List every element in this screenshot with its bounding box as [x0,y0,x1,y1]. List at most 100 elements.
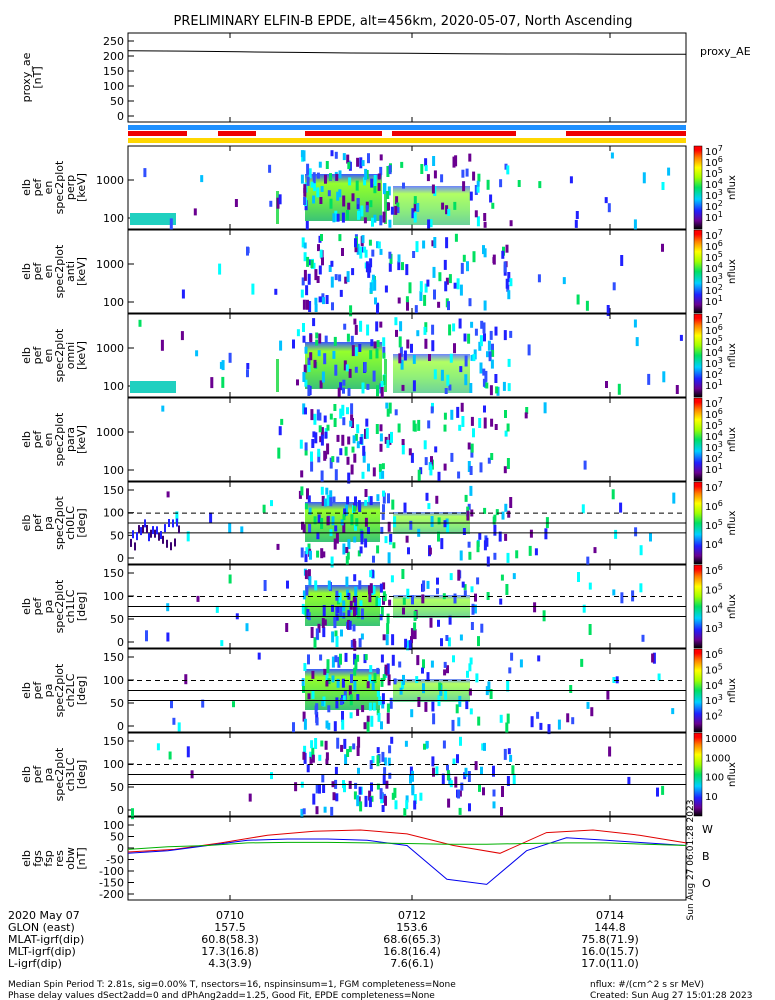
heatmap-cell [364,654,368,661]
heatmap-cell [435,766,439,776]
heatmap-cell [388,165,392,175]
chart-title: PRELIMINARY ELFIN-B EPDE, alt=456km, 202… [174,14,633,29]
heatmap-cell [483,300,487,311]
heatmap-cell [357,500,361,511]
heatmap-cell [384,285,388,293]
heatmap-cell [386,439,390,448]
heatmap-cell [443,520,447,528]
heatmap-cell [458,790,462,797]
heatmap-cell [412,380,416,392]
orbit-bar-red-2 [305,131,382,136]
heatmap-cell [470,416,474,426]
heatmap-cell [476,541,480,553]
heatmap-cell [322,605,326,617]
heatmap-cell [467,541,471,548]
heatmap-cell [350,403,354,415]
heatmap-cell [354,347,358,357]
heatmap-cell [440,538,444,550]
heatmap-cell [376,709,380,716]
heatmap-cell [346,210,349,220]
heatmap-cell [394,800,398,810]
ylabel-0: elb [20,515,33,532]
heatmap-cell [470,586,474,593]
footer-unit-note: nflux: #/(cm^2 s sr MeV) [590,980,704,990]
heatmap-cell [353,791,357,800]
heatmap-cell [635,337,639,347]
heatmap-cell [371,681,375,690]
heatmap-cell [448,384,452,391]
heatmap-cell [611,489,615,500]
ytick-label: -100 [99,865,124,878]
heatmap-cell [470,354,474,361]
heatmap-cell [335,793,339,802]
heatmap-cell [381,700,385,709]
heatmap-cell [679,334,683,341]
heatmap-cell [175,511,179,523]
heatmap-cell [387,202,390,211]
heatmap-cell [389,253,393,264]
ytick-label: 0 [117,804,124,817]
heatmap-cell [402,597,406,605]
heatmap-cell [449,353,453,363]
heatmap-cell [354,366,358,373]
heatmap-cell [590,707,594,717]
heatmap-cell [359,157,363,169]
heatmap-cell [468,551,472,560]
heatmap-cell [142,525,144,534]
heatmap-cell [366,383,370,390]
heatmap-cell [443,661,447,668]
heatmap-cell [479,335,483,347]
heatmap-cell [401,443,405,455]
heatmap-cell [606,690,610,700]
heatmap-cell [440,369,444,381]
heatmap-cell [327,580,331,590]
heatmap-cell [437,301,441,308]
heatmap-cell [633,219,637,230]
heatmap-cell [379,583,383,593]
heatmap-cell [314,269,318,281]
heatmap-cell [368,674,372,684]
panel-frame [127,145,687,230]
heatmap-cell [462,254,466,262]
heatmap-cell [311,439,315,448]
heatmap-cell [359,546,363,554]
heatmap-cell [489,385,493,396]
heatmap-cell [413,629,417,640]
heatmap-cell [234,199,238,207]
heatmap-cell [345,364,349,372]
heatmap-cell [339,606,343,617]
heatmap-cell [380,721,383,730]
heatmap-cell [419,291,423,301]
heatmap-cell [300,808,304,818]
heatmap-cell [437,471,441,481]
heatmap-cell [569,176,573,184]
heatmap-cell [228,574,232,584]
heatmap-cell [334,210,338,222]
heatmap-cell [585,300,589,311]
ytick-label: 100 [103,590,124,603]
heatmap-cell [524,412,528,419]
colorbar-label: 105 [705,582,723,596]
heatmap-cell [639,545,643,556]
heatmap-cell [305,285,309,296]
ytick-label: 50 [110,781,124,794]
heatmap-cell [354,782,358,789]
heatmap-cell [437,531,440,542]
heatmap-cell [353,574,357,582]
heatmap-cell [509,497,513,508]
heatmap-cell [342,417,346,426]
heatmap-cell [447,301,450,311]
heatmap-cell [323,353,327,365]
heatmap-cell [437,619,440,627]
heatmap-cell [420,164,424,174]
heatmap-cell [423,440,427,450]
heatmap-cell [610,152,614,159]
heatmap-cell [481,743,485,751]
heatmap-cell [494,326,498,336]
ylabel-3: res [53,850,66,867]
heatmap-cell [483,221,487,228]
heatmap-cell [334,655,338,663]
heatmap-cell [210,377,214,389]
heatmap-cell [219,361,223,369]
